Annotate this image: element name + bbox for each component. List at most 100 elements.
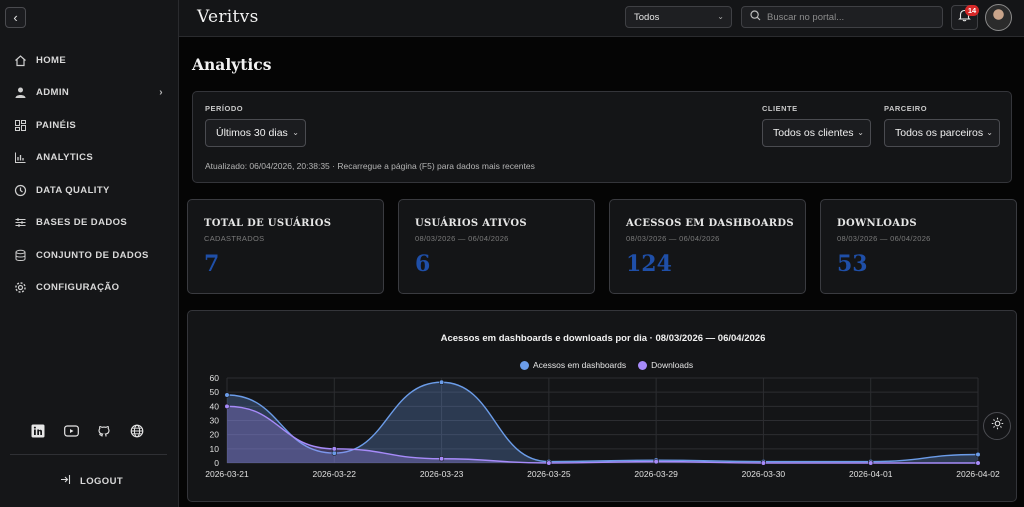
client-label: CLIENTE — [762, 104, 798, 113]
series-dashboards-point — [975, 451, 981, 458]
sun-icon — [991, 417, 1004, 435]
period-label: PERÍODO — [205, 104, 244, 113]
kpi-value: 7 — [204, 251, 220, 277]
legend-label: Downloads — [651, 360, 694, 370]
search-input[interactable]: Buscar no portal... — [741, 6, 943, 28]
search-placeholder: Buscar no portal... — [767, 11, 845, 23]
scope-select[interactable]: Todos ⌄ — [625, 6, 732, 28]
client-select-value: Todos os clientes — [773, 127, 854, 139]
sidebar-item-label: HOME — [36, 54, 67, 66]
x-tick-label: 2026-03-22 — [313, 469, 357, 479]
gear-icon — [14, 281, 27, 294]
dashboard-icon — [14, 119, 27, 132]
sidebar-item-analytics[interactable]: ANALYTICS — [0, 142, 179, 175]
clock-icon — [14, 184, 27, 197]
y-tick-label: 50 — [210, 387, 220, 397]
kpi-title: TOTAL DE USUÁRIOS — [204, 218, 332, 229]
series-dashboards-point — [438, 379, 445, 385]
globe-icon[interactable] — [129, 423, 145, 439]
y-tick-label: 60 — [210, 373, 220, 383]
kpi-value: 6 — [415, 251, 431, 277]
y-tick-label: 30 — [210, 416, 220, 426]
theme-toggle-button[interactable] — [983, 412, 1011, 440]
series-downloads-point — [331, 446, 337, 452]
github-icon[interactable] — [96, 423, 112, 439]
sidebar-item-label: PAINÉIS — [36, 119, 77, 131]
sidebar-item-paineis[interactable]: PAINÉIS — [0, 109, 179, 142]
sidebar-item-label: BASES DE DADOS — [36, 217, 128, 229]
series-dashboards-line — [226, 381, 979, 463]
home-icon — [14, 54, 27, 67]
legend-swatch — [638, 360, 648, 370]
kpi-subtitle: 08/03/2026 — 06/04/2026 — [626, 234, 720, 243]
logout-button[interactable]: LOGOUT — [60, 474, 123, 488]
sidebar-item-label: CONJUNTO DE DADOS — [36, 249, 149, 261]
chevron-down-icon: ⌄ — [857, 128, 864, 137]
search-icon — [750, 10, 761, 24]
series-downloads-point — [224, 403, 230, 409]
series-downloads-point — [760, 460, 767, 466]
kpi-value: 124 — [626, 251, 672, 277]
y-tick-label: 0 — [214, 458, 219, 468]
linkedin-icon[interactable] — [30, 423, 46, 439]
avatar[interactable] — [985, 4, 1012, 31]
kpi-subtitle: 08/03/2026 — 06/04/2026 — [837, 234, 931, 243]
scope-select-value: Todos — [634, 11, 660, 23]
client-select[interactable]: Todos os clientes ⌄ — [762, 119, 871, 147]
sidebar-divider — [10, 454, 167, 455]
kpi-card-dashboard-accesses: ACESSOS EM DASHBOARDS 08/03/2026 — 06/04… — [609, 199, 806, 294]
chevron-down-icon: ⌄ — [292, 128, 299, 137]
x-tick-label: 2026-04-02 — [956, 469, 1000, 479]
period-select-value: Últimos 30 dias — [216, 127, 288, 139]
kpi-title: USUÁRIOS ATIVOS — [415, 218, 527, 229]
chevron-down-icon: ⌄ — [717, 12, 724, 21]
partner-select[interactable]: Todos os parceiros ⌄ — [884, 119, 1000, 147]
legend-item-dashboards[interactable]: Acessos em dashboards — [520, 360, 626, 370]
sidebar-item-label: DATA QUALITY — [36, 184, 110, 196]
area-chart: 0 10 20 30 40 50 60 2026-03-21 2026-03-22 2026-03… — [205, 373, 1000, 479]
kpi-card-total-users: TOTAL DE USUÁRIOS CADASTRADOS 7 — [187, 199, 384, 294]
sidebar-item-data-quality[interactable]: DATA QUALITY — [0, 174, 179, 207]
kpi-card-active-users: USUÁRIOS ATIVOS 08/03/2026 — 06/04/2026 … — [398, 199, 595, 294]
x-tick-label: 2026-04-01 — [849, 469, 893, 479]
sidebar-item-bases-de-dados[interactable]: BASES DE DADOS — [0, 207, 179, 240]
sidebar-item-conjunto-de-dados[interactable]: CONJUNTO DE DADOS — [0, 239, 179, 272]
chart-legend: Acessos em dashboards Downloads — [520, 360, 693, 370]
series-downloads-area — [227, 406, 978, 463]
x-tick-label: 2026-03-30 — [742, 469, 786, 479]
legend-swatch — [520, 360, 529, 370]
series-dashboards-point — [331, 450, 337, 456]
partner-label: PARCEIRO — [884, 104, 928, 113]
logout-label: LOGOUT — [80, 475, 124, 487]
sidebar-item-label: ANALYTICS — [36, 152, 94, 164]
activity-chart-card: Acessos em dashboards e downloads por di… — [187, 310, 1017, 502]
brand-logo[interactable]: Veritvs — [197, 7, 259, 27]
chart-icon — [14, 151, 27, 164]
x-tick-label: 2026-03-21 — [205, 469, 249, 479]
sidebar-item-admin[interactable]: ADMIN › — [0, 77, 179, 110]
x-tick-label: 2026-03-25 — [527, 469, 571, 479]
social-links — [30, 423, 145, 439]
y-tick-label: 10 — [210, 444, 220, 454]
last-updated-text: Atualizado: 06/04/2026, 20:38:35 · Recar… — [205, 161, 535, 171]
notification-badge: 14 — [965, 5, 979, 16]
sidebar-item-label: ADMIN — [36, 87, 70, 99]
top-bar: Veritvs Todos ⌄ Buscar no portal... 14 — [179, 0, 1024, 37]
sidebar-item-home[interactable]: HOME — [0, 44, 179, 77]
series-downloads-point — [438, 456, 445, 462]
y-tick-label: 20 — [210, 430, 220, 440]
series-downloads-point — [653, 458, 659, 465]
sidebar-item-configuracao[interactable]: CONFIGURAÇÃO — [0, 272, 179, 305]
collapse-sidebar-button[interactable]: ‹ — [5, 7, 26, 28]
legend-item-downloads[interactable]: Downloads — [638, 360, 693, 370]
x-tick-label: 2026-03-23 — [420, 469, 464, 479]
sidebar-nav: HOME ADMIN › PAINÉIS ANALYTICS DATA QUAL… — [0, 44, 179, 304]
period-select[interactable]: Últimos 30 dias ⌄ — [205, 119, 306, 147]
page-title: Analytics — [192, 55, 272, 74]
youtube-icon[interactable] — [63, 423, 79, 439]
sidebar: ‹ HOME ADMIN › PAINÉIS ANALYTICS DATA QU… — [0, 0, 179, 507]
series-dashboards-area — [227, 382, 978, 463]
kpi-title: ACESSOS EM DASHBOARDS — [626, 218, 794, 229]
kpi-value: 53 — [837, 251, 868, 277]
series-dashboards-point — [224, 392, 230, 398]
